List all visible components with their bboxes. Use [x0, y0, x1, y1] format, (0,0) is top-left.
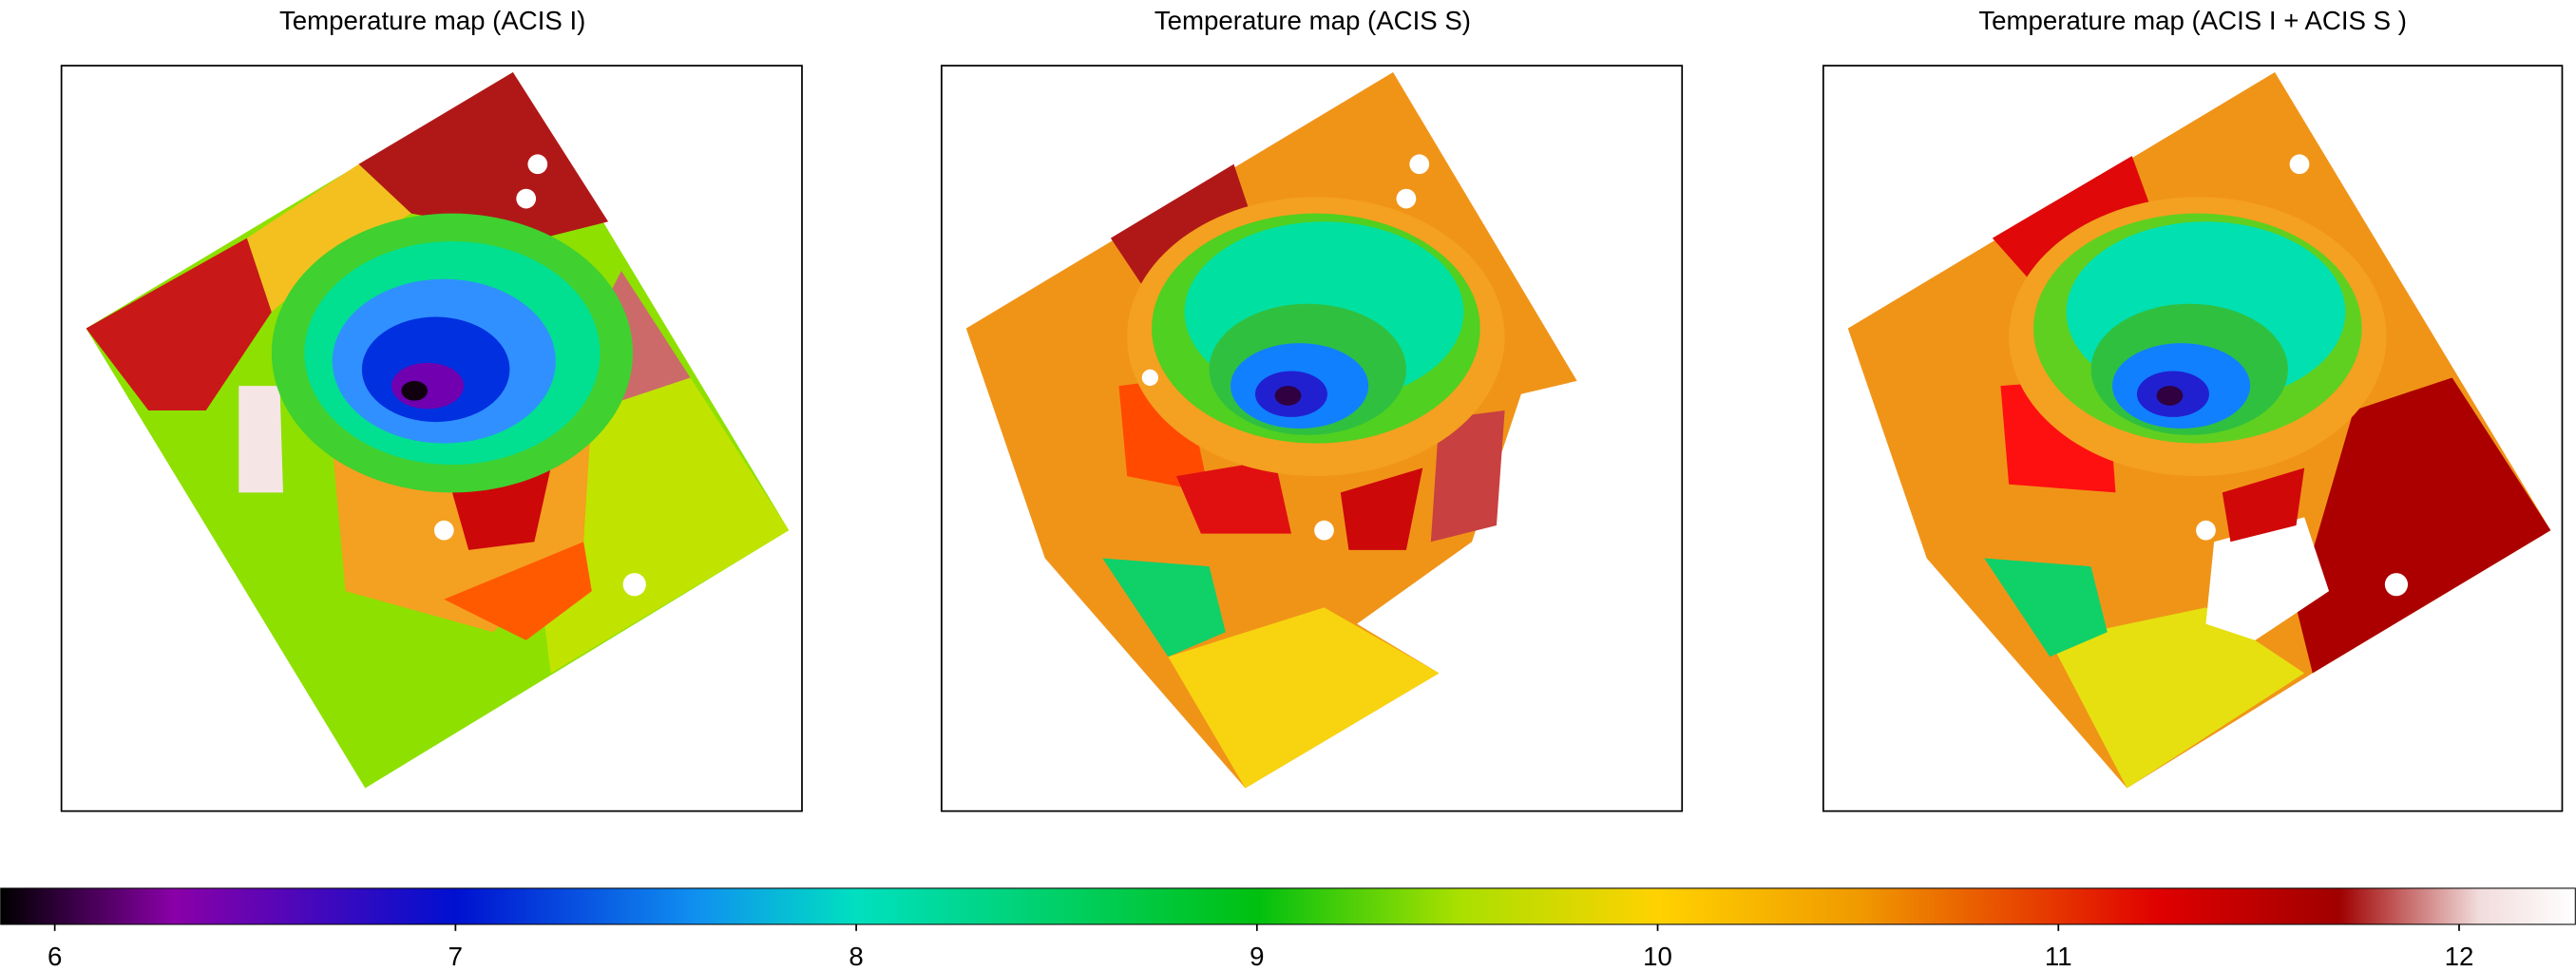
temperature-map	[965, 72, 1577, 789]
tick-label: 6	[48, 942, 62, 971]
panel: Temperature map (ACIS I)	[60, 6, 803, 812]
tick-label: 12	[2445, 942, 2474, 971]
tick-label: 7	[448, 942, 463, 971]
panel-title: Temperature map (ACIS I)	[279, 6, 585, 35]
panel-title: Temperature map (ACIS I + ACIS S )	[1978, 6, 2407, 35]
panel-frame	[1822, 65, 2564, 812]
tick-label: 11	[2045, 942, 2072, 971]
tick-label: 9	[1250, 942, 1264, 971]
tick-label: 10	[1643, 942, 1672, 971]
panel: Temperature map (ACIS S)	[941, 6, 1684, 812]
temperature-map	[1847, 72, 2551, 789]
panel-frame	[941, 65, 1684, 812]
panel-frame	[60, 65, 803, 812]
temperature-map	[86, 72, 790, 789]
panel: Temperature map (ACIS I + ACIS S )	[1822, 6, 2564, 812]
tick-label: 8	[849, 942, 863, 971]
colorbar: 6 7 8 9 10 11 12	[0, 887, 2576, 971]
panel-title: Temperature map (ACIS S)	[1154, 6, 1471, 35]
colorbar-scale	[0, 887, 2576, 925]
